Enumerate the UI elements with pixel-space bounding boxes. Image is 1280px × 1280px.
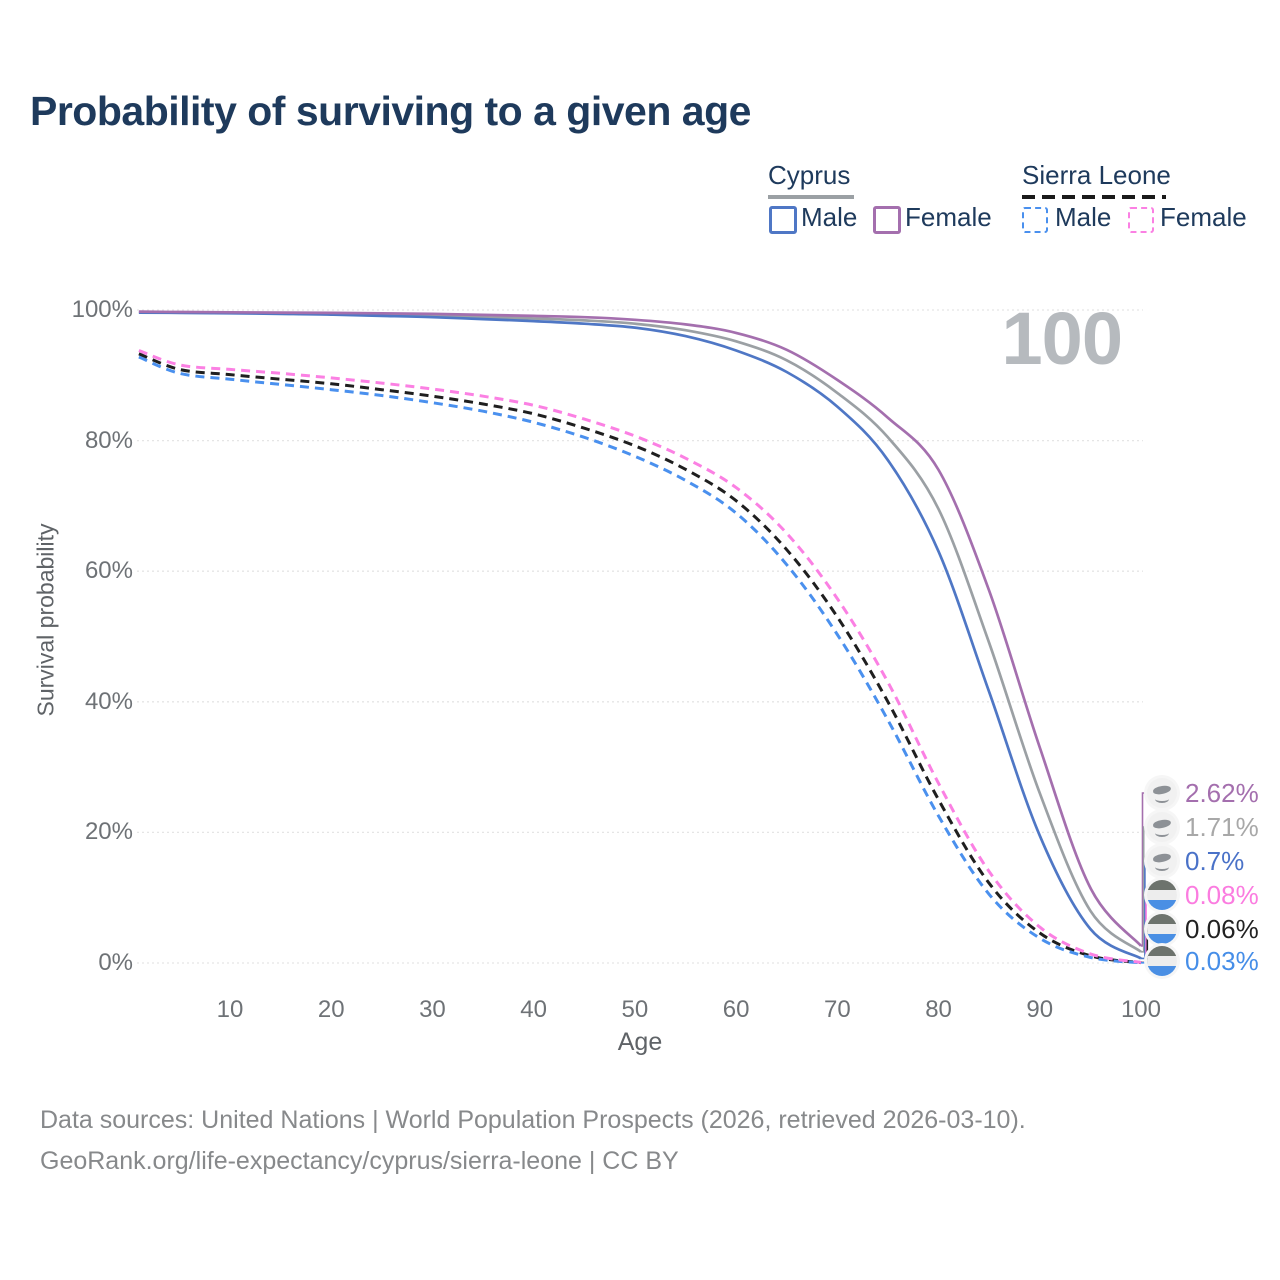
curve-sierra-leone xyxy=(138,352,1142,965)
y-axis-tick-label: 60% xyxy=(84,557,133,585)
end-label-value: 2.62% xyxy=(1185,777,1259,808)
x-axis-tick-label: 80 xyxy=(925,996,952,1023)
flag-sierra-leone-icon xyxy=(1147,946,1177,976)
end-label-row: 0.7% xyxy=(1147,845,1244,877)
end-label-value: 0.03% xyxy=(1185,945,1259,976)
x-axis-tick-label: 20 xyxy=(317,996,345,1023)
data-sources-note: Data sources: United Nations | World Pop… xyxy=(40,1106,1026,1134)
end-label-connector-cyprus-female xyxy=(1141,792,1150,947)
y-axis-tick-label: 80% xyxy=(84,426,133,454)
curve-cyprus-female xyxy=(138,310,1143,947)
curve-cyprus-male xyxy=(138,311,1142,960)
olive-branches-shape xyxy=(1155,863,1169,871)
y-axis-tick-label: 0% xyxy=(98,949,133,976)
legend-country-sierra-leone: Sierra Leone xyxy=(1022,160,1171,190)
y-axis-tick-label: 20% xyxy=(84,818,133,846)
end-label-value: 0.7% xyxy=(1185,845,1245,876)
flag-sierra-leone-icon xyxy=(1147,880,1177,910)
end-label-value: 0.08% xyxy=(1185,879,1259,910)
x-axis-tick-label: 40 xyxy=(520,996,547,1023)
end-label-row: 2.62% xyxy=(1147,777,1259,809)
legend-label-cyprus-female[interactable]: Female xyxy=(905,202,992,232)
flag-cyprus-icon xyxy=(1147,778,1177,808)
legend-label-sierra-leone-male[interactable]: Male xyxy=(1055,202,1112,232)
x-axis-tick-label: 60 xyxy=(722,996,750,1023)
end-label-connector-cyprus xyxy=(1141,826,1150,953)
cyprus-map-shape xyxy=(1152,818,1172,830)
end-label-row: 0.06% xyxy=(1147,913,1259,945)
x-axis-tick-label: 10 xyxy=(216,996,244,1023)
end-label-value: 1.71% xyxy=(1185,811,1259,842)
y-axis-tick-label: 40% xyxy=(84,687,133,715)
x-axis-tick-label: 90 xyxy=(1026,996,1054,1023)
legend-label-sierra-leone-female[interactable]: Female xyxy=(1160,202,1247,232)
end-label-row: 0.08% xyxy=(1147,879,1259,911)
flag-sierra-leone-icon xyxy=(1147,914,1177,944)
page-title: Probability of surviving to a given age xyxy=(30,88,751,134)
cyprus-map-shape xyxy=(1152,784,1172,796)
legend-label-cyprus-male[interactable]: Male xyxy=(801,202,858,232)
legend-country-cyprus: Cyprus xyxy=(768,160,851,190)
legend-swatch-sierra-leone-female[interactable] xyxy=(1128,207,1154,233)
cyprus-map-shape xyxy=(1152,852,1172,864)
x-axis-tick-label: 30 xyxy=(419,996,446,1023)
age-counter-watermark: 100 xyxy=(1001,297,1123,380)
legend-swatch-sierra-leone-male[interactable] xyxy=(1022,207,1048,233)
end-label-row: 0.03% xyxy=(1147,945,1259,977)
curve-sierra-leone-female xyxy=(138,349,1142,964)
legend-swatch-cyprus-female[interactable] xyxy=(873,206,901,234)
olive-branches-shape xyxy=(1155,795,1169,803)
legend-swatch-cyprus-male[interactable] xyxy=(769,206,797,234)
x-axis-tick-label: 50 xyxy=(621,996,649,1023)
end-label-value: 0.06% xyxy=(1185,913,1259,944)
curve-cyprus xyxy=(138,310,1142,953)
x-axis-tick-label: 100 xyxy=(1120,996,1161,1023)
flag-cyprus-icon xyxy=(1147,846,1177,876)
y-axis-tick-label: 100% xyxy=(71,296,133,323)
curve-sierra-leone-male xyxy=(138,355,1142,965)
flag-cyprus-icon xyxy=(1147,812,1177,842)
olive-branches-shape xyxy=(1155,829,1169,837)
x-axis-tick-label: 70 xyxy=(823,996,851,1023)
legend-sierra-leone-linestyle-sample xyxy=(1022,195,1166,199)
end-label-row: 1.71% xyxy=(1147,811,1259,843)
legend-cyprus-linestyle-sample xyxy=(768,195,854,199)
x-axis-title: Age xyxy=(617,1028,663,1056)
attribution-note: GeoRank.org/life-expectancy/cyprus/sierr… xyxy=(40,1147,679,1175)
